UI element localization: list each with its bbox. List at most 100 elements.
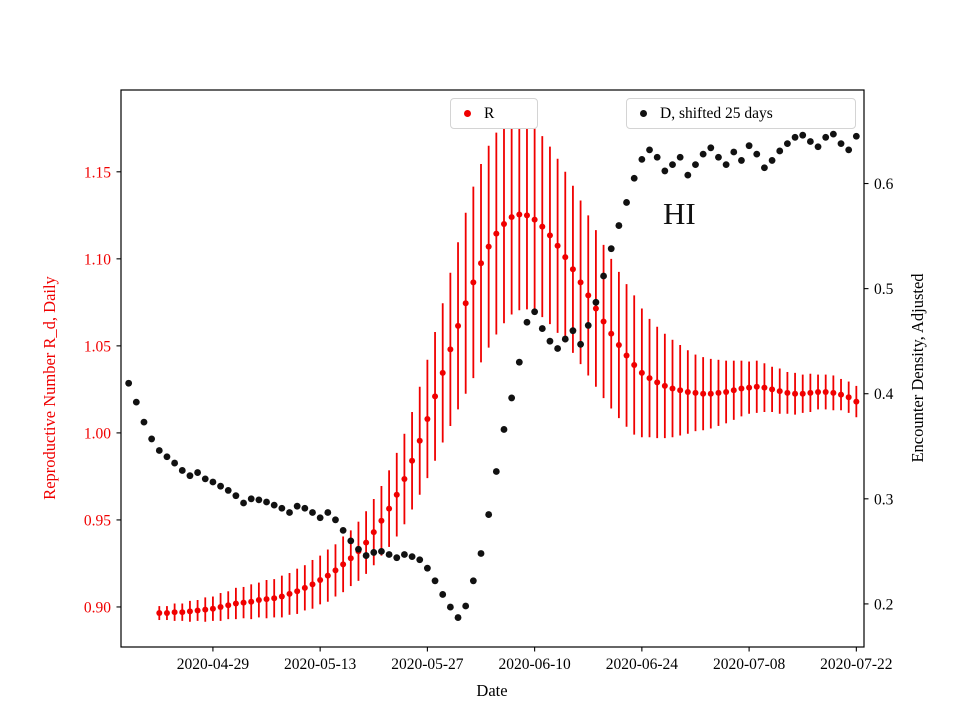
d-point [278, 504, 286, 512]
r-series-marker-icon [464, 110, 471, 117]
r-point [271, 595, 278, 602]
r-point [677, 387, 684, 394]
d-point [646, 146, 653, 154]
r-point [684, 388, 691, 395]
r-point [753, 383, 760, 390]
r-point [439, 369, 446, 376]
d-point [454, 614, 462, 621]
d-point [263, 498, 270, 506]
y-tick-right-label: 0.4 [874, 386, 894, 403]
d-point [845, 146, 853, 154]
r-point [255, 597, 262, 604]
legend-r: R [450, 98, 538, 129]
d-point [240, 499, 247, 507]
d-point [852, 132, 860, 140]
r-point [202, 606, 209, 613]
d-point [814, 143, 822, 151]
d-point [722, 161, 730, 169]
y-tick-right-label: 0.3 [874, 491, 894, 508]
y-tick-right-label: 0.2 [874, 596, 893, 613]
r-point [738, 385, 745, 392]
d-point [385, 551, 393, 558]
d-point [829, 130, 837, 138]
d-point [378, 547, 385, 555]
r-point [455, 322, 462, 329]
d-point [515, 358, 523, 366]
r-point [508, 214, 515, 221]
r-point [623, 352, 630, 359]
annotation-hi: HI [663, 196, 696, 231]
r-point [592, 305, 599, 312]
d-point [607, 245, 615, 253]
d-point [423, 564, 431, 572]
r-point [340, 561, 347, 568]
d-point [538, 325, 546, 332]
r-point [577, 279, 584, 286]
r-point [615, 342, 622, 349]
r-point [692, 389, 699, 396]
r-point [393, 491, 400, 498]
r-point [370, 529, 377, 536]
x-tick-label: 2020-06-10 [498, 656, 571, 673]
r-point [669, 385, 676, 392]
r-point [171, 609, 178, 616]
r-point [286, 590, 293, 597]
d-point [393, 554, 401, 562]
d-point [485, 511, 493, 518]
r-point [324, 572, 331, 579]
y-tick-left-label: 1.10 [84, 251, 111, 268]
d-point [439, 591, 447, 598]
r-point [493, 230, 500, 237]
d-point [738, 157, 745, 164]
r-point [447, 346, 454, 353]
d-point [431, 577, 439, 585]
d-point [615, 222, 623, 229]
d-point [148, 435, 156, 443]
d-point [561, 335, 569, 343]
d-point [140, 418, 148, 426]
r-point [516, 211, 523, 218]
r-point [531, 216, 538, 223]
r-point [631, 362, 638, 369]
x-tick-label: 2020-04-29 [177, 656, 250, 673]
d-point [761, 164, 768, 172]
d-point [186, 472, 194, 480]
d-point [401, 551, 408, 558]
d-point [692, 161, 699, 169]
d-point [768, 157, 776, 164]
r-point [363, 539, 370, 546]
d-point [132, 398, 140, 406]
r-point [332, 567, 339, 574]
y-tick-left-label: 1.05 [84, 338, 111, 355]
d-point [270, 501, 278, 509]
r-point [179, 609, 186, 616]
r-point [746, 384, 753, 391]
d-point [600, 272, 607, 280]
d-point [699, 150, 707, 158]
r-point [409, 457, 416, 464]
d-point [286, 509, 293, 516]
x-tick-label: 2020-05-27 [391, 656, 464, 673]
legend-d: D, shifted 25 days [626, 98, 856, 129]
d-point [171, 459, 179, 467]
x-tick-label: 2020-07-08 [713, 656, 786, 673]
d-point [707, 144, 715, 152]
d-point [355, 545, 362, 553]
d-point [462, 602, 470, 610]
r-point [761, 384, 768, 391]
d-point [753, 150, 761, 158]
r-point [424, 415, 431, 422]
d-point [155, 447, 163, 454]
d-point [324, 509, 332, 516]
r-point [225, 602, 232, 609]
d-point [370, 549, 378, 556]
r-point [317, 576, 324, 583]
x-tick-label: 2020-07-22 [820, 656, 892, 673]
d-point [730, 148, 738, 156]
r-point [401, 476, 408, 483]
d-point [638, 155, 646, 163]
x-axis-title: Date [476, 681, 508, 700]
d-point [247, 495, 255, 503]
d-point [577, 340, 584, 348]
